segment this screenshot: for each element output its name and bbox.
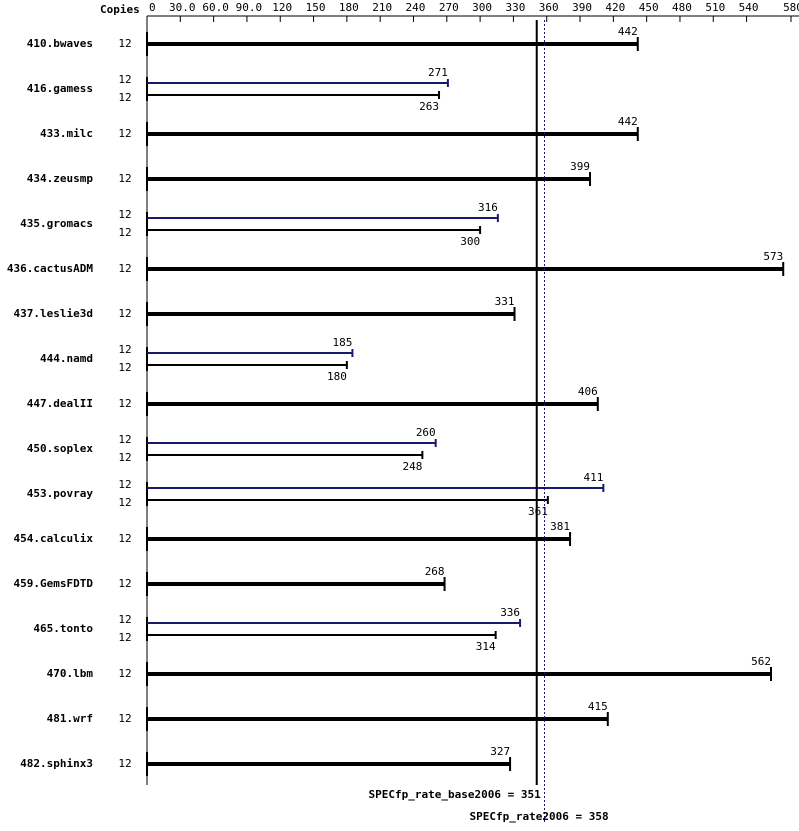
peak-copies: 12 (118, 343, 131, 356)
peak-copies: 12 (118, 208, 131, 221)
x-tick-label: 480 (672, 1, 692, 14)
benchmark-name: 433.milc (40, 127, 93, 140)
x-tick-label: 60.0 (202, 1, 229, 14)
base-copies: 12 (118, 577, 131, 590)
reference-label: SPECfp_rate2006 = 358 (470, 810, 609, 823)
benchmark-name: 447.dealII (27, 397, 93, 410)
x-tick-label: 210 (372, 1, 392, 14)
value-label: 562 (751, 655, 771, 668)
x-tick-label: 580 (783, 1, 799, 14)
benchmark-name: 410.bwaves (27, 37, 93, 50)
benchmark-name: 437.leslie3d (14, 307, 93, 320)
base-value-label: 361 (528, 505, 548, 518)
base-value-label: 248 (402, 460, 422, 473)
x-tick-label: 0 (149, 1, 156, 14)
benchmark-name: 435.gromacs (20, 217, 93, 230)
x-tick-label: 240 (406, 1, 426, 14)
base-copies: 12 (118, 91, 131, 104)
peak-value-label: 336 (500, 606, 520, 619)
peak-copies: 12 (118, 73, 131, 86)
reference-label: SPECfp_rate_base2006 = 351 (369, 788, 542, 801)
value-label: 268 (425, 565, 445, 578)
peak-value-label: 316 (478, 201, 498, 214)
value-label: 415 (588, 700, 608, 713)
benchmark-name: 436.cactusADM (7, 262, 93, 275)
base-copies: 12 (118, 712, 131, 725)
base-copies: 12 (118, 262, 131, 275)
base-value-label: 314 (476, 640, 496, 653)
x-tick-label: 510 (705, 1, 725, 14)
benchmark-name: 454.calculix (14, 532, 94, 545)
value-label: 399 (570, 160, 590, 173)
value-label: 327 (490, 745, 510, 758)
peak-copies: 12 (118, 478, 131, 491)
value-label: 573 (763, 250, 783, 263)
base-copies: 12 (118, 397, 131, 410)
value-label: 381 (550, 520, 570, 533)
base-value-label: 180 (327, 370, 347, 383)
benchmark-name: 453.povray (27, 487, 94, 500)
base-copies: 12 (118, 496, 131, 509)
x-tick-label: 90.0 (236, 1, 263, 14)
peak-value-label: 185 (333, 336, 353, 349)
x-tick-label: 420 (605, 1, 625, 14)
peak-value-label: 260 (416, 426, 436, 439)
base-copies: 12 (118, 127, 131, 140)
benchmark-name: 444.namd (40, 352, 93, 365)
copies-header: Copies (100, 3, 140, 16)
benchmark-name: 482.sphinx3 (20, 757, 93, 770)
benchmark-name: 481.wrf (47, 712, 93, 725)
base-copies: 12 (118, 361, 131, 374)
benchmark-name: 470.lbm (47, 667, 94, 680)
benchmark-name: 434.zeusmp (27, 172, 94, 185)
base-copies: 12 (118, 451, 131, 464)
base-copies: 12 (118, 226, 131, 239)
x-tick-label: 270 (439, 1, 459, 14)
benchmark-name: 416.gamess (27, 82, 93, 95)
x-tick-label: 450 (639, 1, 659, 14)
value-label: 442 (618, 115, 638, 128)
x-tick-label: 360 (539, 1, 559, 14)
peak-value-label: 411 (583, 471, 603, 484)
x-tick-label: 150 (306, 1, 326, 14)
x-tick-label: 30.0 (169, 1, 196, 14)
x-tick-label: 330 (505, 1, 525, 14)
benchmark-name: 450.soplex (27, 442, 94, 455)
base-copies: 12 (118, 532, 131, 545)
x-tick-label: 300 (472, 1, 492, 14)
base-copies: 12 (118, 631, 131, 644)
x-tick-label: 390 (572, 1, 592, 14)
benchmark-name: 459.GemsFDTD (14, 577, 94, 590)
peak-copies: 12 (118, 433, 131, 446)
value-label: 442 (618, 25, 638, 38)
peak-copies: 12 (118, 613, 131, 626)
x-tick-label: 180 (339, 1, 359, 14)
x-tick-label: 120 (272, 1, 292, 14)
benchmark-name: 465.tonto (33, 622, 93, 635)
base-copies: 12 (118, 667, 131, 680)
base-copies: 12 (118, 307, 131, 320)
value-label: 406 (578, 385, 598, 398)
base-value-label: 300 (460, 235, 480, 248)
x-tick-label: 540 (739, 1, 759, 14)
base-copies: 12 (118, 37, 131, 50)
value-label: 331 (495, 295, 515, 308)
base-copies: 12 (118, 757, 131, 770)
base-copies: 12 (118, 172, 131, 185)
base-value-label: 263 (419, 100, 439, 113)
peak-value-label: 271 (428, 66, 448, 79)
